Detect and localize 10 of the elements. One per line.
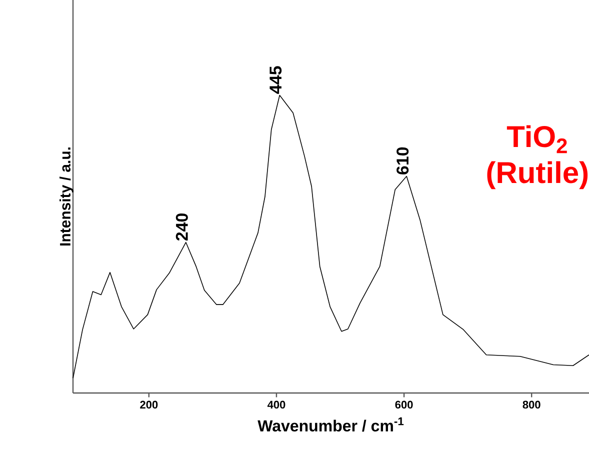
annotation: TiO$_{2}$ (Rutile): [487, 125, 588, 190]
x-tick-label: 600: [395, 400, 413, 409]
annotation: 445: [270, 66, 282, 94]
y-axis-title: Intensity / a.u.: [59, 148, 74, 246]
annotation: 240: [176, 213, 188, 241]
x-axis-title: Wavenumber / cm$^{-1}$: [258, 417, 404, 432]
annotation: 610: [396, 147, 409, 174]
x-tick-label: 800: [522, 400, 540, 409]
x-tick-label: 400: [267, 400, 286, 409]
x-tick-label: 200: [140, 400, 158, 409]
